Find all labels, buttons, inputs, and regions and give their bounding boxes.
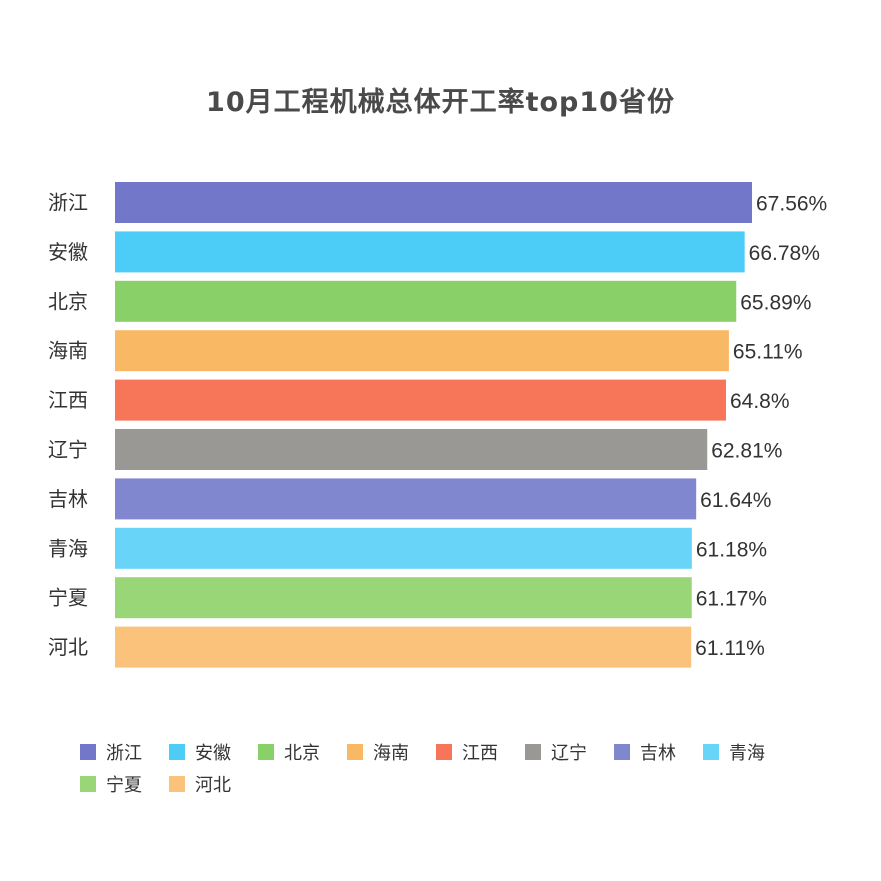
data-label: 61.64% [700, 489, 771, 512]
bar [115, 527, 692, 569]
chart-title: 10月工程机械总体开工率top10省份 [206, 87, 675, 118]
data-label: 66.78% [749, 242, 820, 265]
bar [115, 231, 745, 273]
legend-item: 浙江 [80, 738, 169, 766]
category-label: 北京 [48, 289, 88, 313]
category-label: 江西 [48, 388, 88, 412]
bar [115, 478, 697, 520]
data-label: 61.18% [696, 538, 767, 561]
legend-label: 江西 [462, 743, 498, 764]
legend-item: 宁夏 [80, 770, 169, 798]
legend-swatch [436, 744, 452, 760]
legend-item: 江西 [436, 738, 525, 766]
legend-label: 河北 [195, 775, 231, 796]
legend-label: 辽宁 [551, 743, 587, 764]
legend-swatch [347, 744, 363, 760]
category-label: 辽宁 [48, 438, 88, 462]
legend-label: 宁夏 [106, 775, 142, 796]
legend-swatch [169, 744, 185, 760]
legend-label: 北京 [284, 743, 320, 764]
category-label: 河北 [48, 635, 88, 659]
data-label: 64.8% [730, 390, 790, 413]
bar [115, 429, 708, 470]
data-label: 61.17% [696, 588, 767, 611]
bar [115, 626, 692, 668]
bar [115, 379, 726, 421]
category-label: 青海 [48, 536, 88, 560]
data-label: 65.89% [740, 291, 811, 314]
legend-item: 北京 [258, 738, 347, 766]
legend-label: 安徽 [195, 743, 231, 764]
data-label: 65.11% [733, 341, 803, 364]
data-label: 61.11% [695, 637, 765, 660]
legend-label: 浙江 [106, 743, 142, 764]
legend-swatch [169, 776, 185, 792]
legend-item: 安徽 [169, 738, 258, 766]
legend-swatch [80, 744, 96, 760]
data-label: 67.56% [756, 193, 827, 216]
category-label: 安徽 [48, 240, 88, 264]
category-label: 宁夏 [48, 586, 88, 610]
legend-label: 青海 [729, 743, 765, 764]
legend-item: 青海 [703, 738, 792, 766]
legend-item: 吉林 [614, 738, 703, 766]
legend-label: 海南 [373, 743, 409, 764]
data-label: 62.81% [711, 440, 782, 463]
bar [115, 330, 729, 372]
category-label: 浙江 [48, 191, 88, 215]
legend-swatch [525, 744, 541, 760]
bar [115, 280, 737, 322]
legend-item: 海南 [347, 738, 436, 766]
bar [115, 182, 752, 223]
legend-swatch [614, 744, 630, 760]
bar [115, 577, 692, 619]
legend-item: 辽宁 [525, 738, 614, 766]
category-label: 海南 [48, 339, 88, 363]
legend: 浙江 安徽 北京 海南 江西 辽宁 吉林 青海宁夏 河北 [80, 738, 840, 802]
legend-label: 吉林 [640, 743, 676, 764]
legend-item: 河北 [169, 770, 258, 798]
legend-swatch [258, 744, 274, 760]
legend-swatch [703, 744, 719, 760]
category-label: 吉林 [48, 487, 88, 511]
legend-swatch [80, 776, 96, 792]
